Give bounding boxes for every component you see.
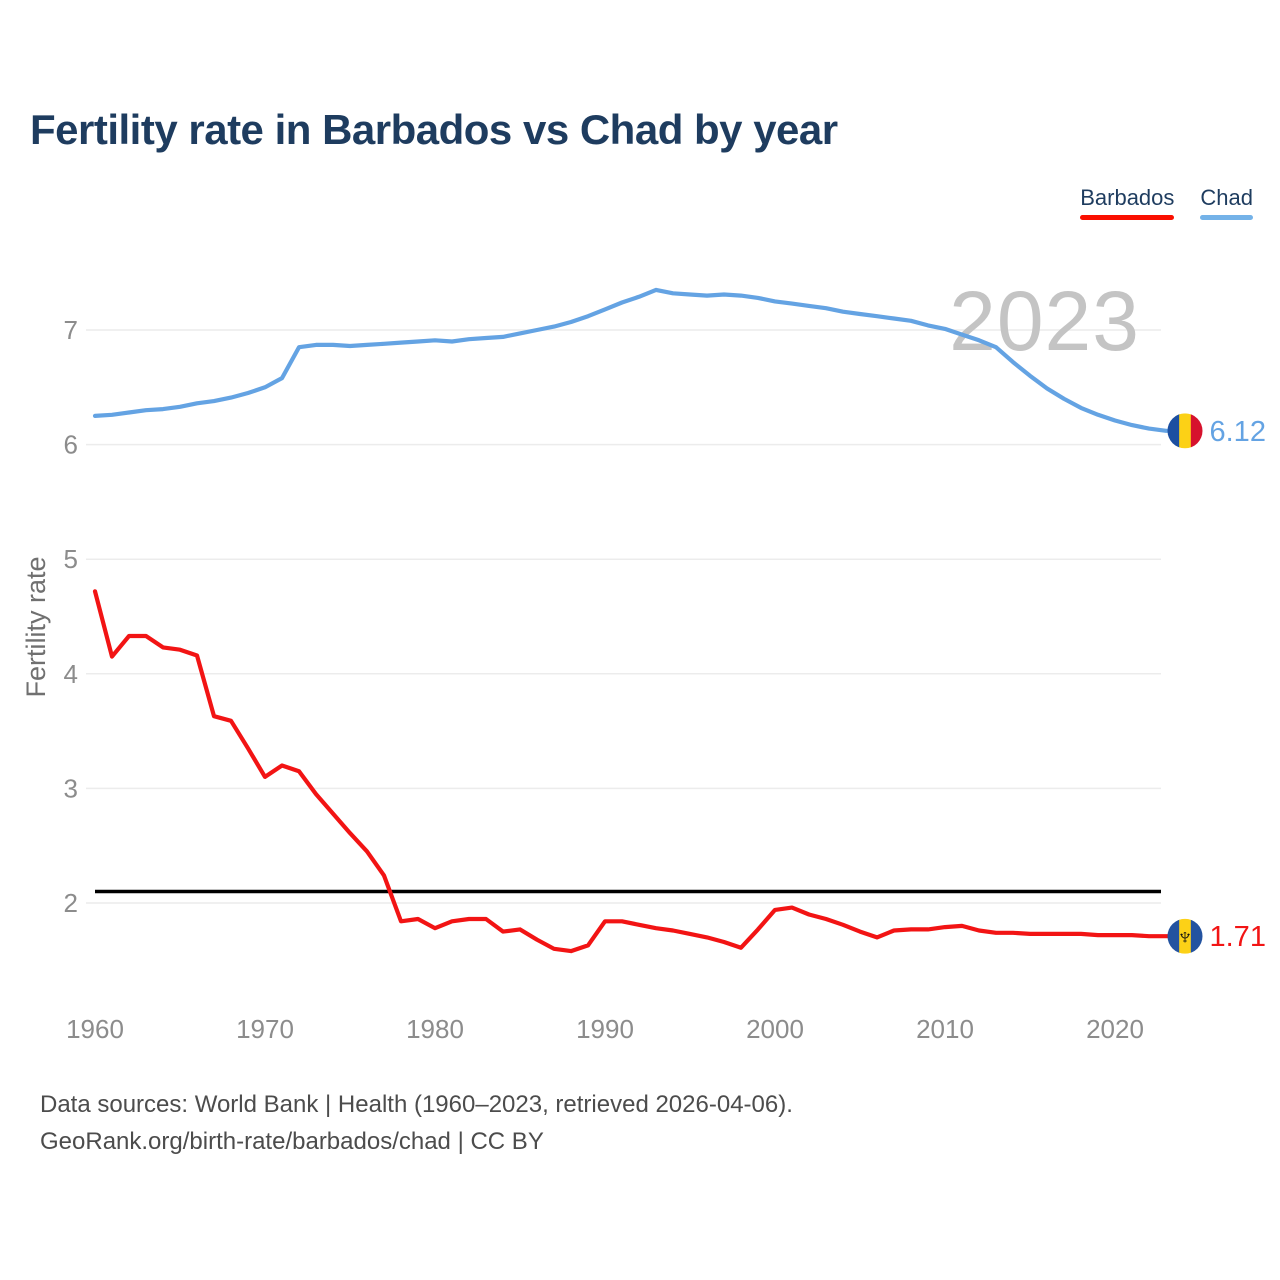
x-tick-label: 1960: [66, 1014, 124, 1044]
y-tick-label: 4: [64, 659, 78, 689]
x-tick-label: 2020: [1086, 1014, 1144, 1044]
chad-series-line[interactable]: [92, 287, 1175, 433]
legend-underline-barbados: [1080, 215, 1175, 220]
barbados-flag-icon: ♆: [1167, 918, 1203, 954]
footer-sources: Data sources: World Bank | Health (1960–…: [40, 1091, 793, 1118]
x-tick-label: 1990: [576, 1014, 634, 1044]
y-tick-label: 6: [64, 430, 78, 460]
x-tick-label: 1980: [406, 1014, 464, 1044]
y-tick-label: 3: [64, 773, 78, 803]
footer: Data sources: World Bank | Health (1960–…: [40, 1086, 793, 1160]
y-tick-label: 7: [64, 315, 78, 345]
legend: Barbados Chad: [1080, 186, 1253, 220]
legend-item-chad[interactable]: Chad: [1200, 186, 1253, 220]
y-tick-label: 2: [64, 888, 78, 918]
y-axis-label: Fertility rate: [21, 556, 51, 697]
watermark-year: 2023: [949, 274, 1140, 368]
x-tick-label: 2010: [916, 1014, 974, 1044]
legend-underline-chad: [1200, 215, 1253, 220]
chad-flag-icon: [1167, 413, 1203, 449]
barbados-series-line[interactable]: [92, 589, 1175, 954]
legend-label-barbados: Barbados: [1080, 185, 1175, 210]
x-tick-label: 1970: [236, 1014, 294, 1044]
page-title: Fertility rate in Barbados vs Chad by ye…: [30, 106, 838, 153]
barbados-end-value-label: 1.71: [1210, 921, 1266, 953]
trident-icon: ♆: [1176, 924, 1194, 951]
footer-attribution: GeoRank.org/birth-rate/barbados/chad | C…: [40, 1128, 544, 1155]
legend-label-chad: Chad: [1200, 185, 1253, 210]
x-tick-label: 2000: [746, 1014, 804, 1044]
chad-end-value-label: 6.12: [1210, 416, 1266, 448]
y-tick-label: 5: [64, 544, 78, 574]
legend-item-barbados[interactable]: Barbados: [1080, 185, 1175, 220]
